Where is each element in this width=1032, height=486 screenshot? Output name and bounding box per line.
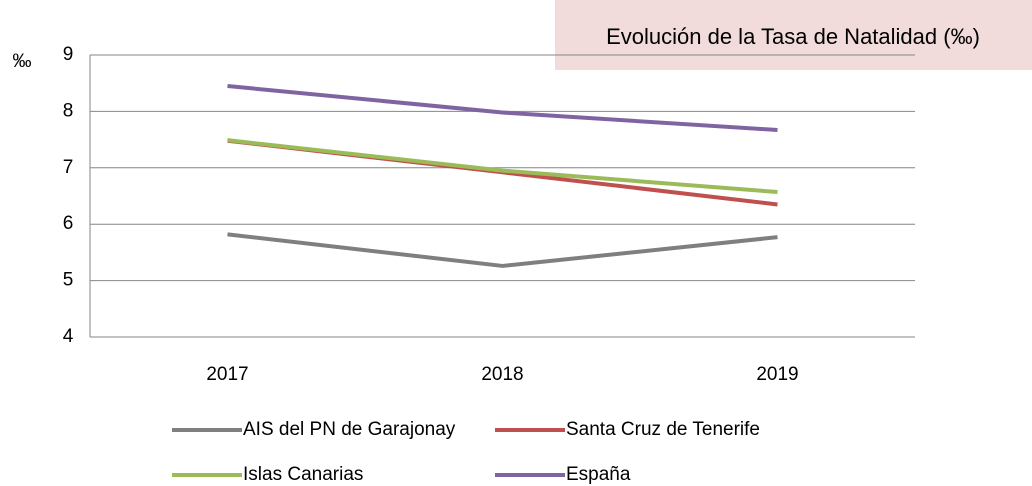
y-axis-label: ‰ bbox=[13, 51, 32, 72]
y-tick-label: 4 bbox=[63, 326, 74, 347]
x-tick-label: 2017 bbox=[206, 364, 248, 385]
series-line bbox=[227, 84, 778, 133]
y-tick-label: 9 bbox=[63, 44, 74, 65]
legend-label: Santa Cruz de Tenerife bbox=[566, 419, 760, 440]
series-line bbox=[227, 232, 778, 268]
series-line bbox=[227, 138, 778, 195]
x-tick-label: 2018 bbox=[481, 364, 523, 385]
legend-label: Islas Canarias bbox=[243, 464, 363, 485]
chart-title: Evolución de la Tasa de Natalidad (‰) bbox=[606, 24, 980, 49]
y-tick-label: 5 bbox=[63, 270, 74, 291]
y-tick-label: 8 bbox=[63, 100, 74, 121]
y-tick-label: 6 bbox=[63, 213, 74, 234]
legend-label: España bbox=[566, 464, 631, 485]
y-tick-label: 7 bbox=[63, 157, 74, 178]
legend-label: AIS del PN de Garajonay bbox=[243, 419, 456, 440]
title-box bbox=[555, 0, 1032, 70]
x-tick-label: 2019 bbox=[756, 364, 798, 385]
